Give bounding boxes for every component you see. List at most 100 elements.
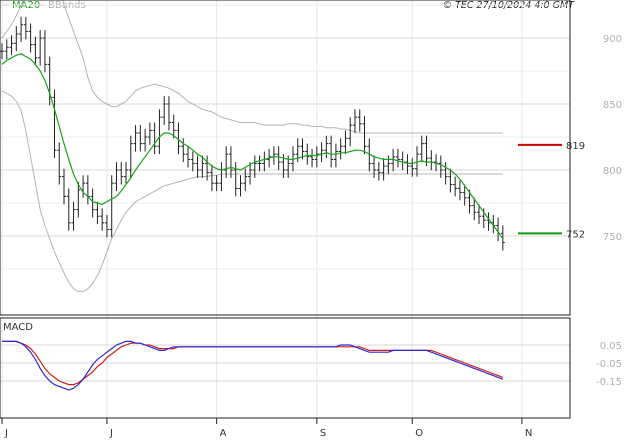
price-bar <box>124 162 129 185</box>
price-bar <box>362 115 367 155</box>
price-grid <box>0 0 570 418</box>
price-bar <box>205 155 210 181</box>
price-bar <box>71 201 76 231</box>
price-bar <box>109 175 114 238</box>
price-bar <box>462 184 467 206</box>
price-bar <box>143 129 148 152</box>
price-bar <box>171 114 176 139</box>
macd-y-tick-label: 0.05 <box>600 341 622 352</box>
price-bar <box>467 189 472 214</box>
price-y-tick-label: 750 <box>603 232 622 243</box>
price-bar <box>133 125 138 152</box>
price-bar <box>419 135 424 163</box>
price-bar <box>472 197 477 221</box>
price-bar <box>400 151 405 170</box>
price-bar <box>271 146 276 165</box>
price-bars <box>0 16 505 251</box>
price-bar <box>14 26 19 52</box>
price-bar <box>138 125 143 152</box>
x-tick-label: J <box>4 428 8 439</box>
price-bar <box>195 155 200 178</box>
price-bar <box>243 168 248 192</box>
price-bar <box>19 16 24 42</box>
price-bar <box>166 96 171 131</box>
price-bar <box>310 148 315 168</box>
price-bar <box>395 148 400 168</box>
price-bar <box>424 135 429 167</box>
price-bar <box>200 155 205 178</box>
resistance-level-label: 819 <box>566 141 585 152</box>
price-bar <box>119 162 124 185</box>
macd-y-tick-label: -0.05 <box>596 359 622 370</box>
price-bar <box>114 162 119 192</box>
price-bar <box>52 89 57 159</box>
price-bar <box>57 142 62 185</box>
support-level-label: 752 <box>566 229 585 240</box>
price-bar <box>42 30 47 73</box>
price-bar <box>228 146 233 178</box>
price-bar <box>233 162 238 197</box>
price-bar <box>157 109 162 155</box>
price-bar <box>300 138 305 160</box>
price-bar <box>319 142 324 163</box>
price-bar <box>357 109 362 132</box>
price-bar <box>248 162 253 185</box>
price-bar <box>410 158 415 177</box>
price-bar <box>66 188 71 231</box>
price-bar <box>391 148 396 172</box>
price-bar <box>38 30 43 66</box>
price-bar <box>128 135 133 178</box>
price-bar <box>190 151 195 172</box>
price-bar <box>457 180 462 201</box>
price-y-tick-label: 900 <box>603 34 622 45</box>
price-bar <box>453 176 458 197</box>
bollinger-bands <box>1 0 503 292</box>
price-bar <box>214 175 219 192</box>
price-bar <box>100 208 105 231</box>
bb-upper-line <box>1 0 503 134</box>
price-bar <box>257 155 262 172</box>
price-bar <box>76 181 81 218</box>
price-bar <box>219 162 224 192</box>
x-tick-label: O <box>415 428 423 439</box>
price-bar <box>276 146 281 170</box>
price-bar <box>23 16 28 40</box>
price-bar <box>33 36 38 66</box>
price-bar <box>477 204 481 225</box>
price-panel-frame <box>0 0 571 316</box>
price-y-tick-label: 800 <box>603 166 622 177</box>
price-bar <box>81 175 86 198</box>
price-bar <box>181 138 186 163</box>
price-bar <box>28 23 33 53</box>
price-bar <box>224 146 229 178</box>
ma20-line <box>1 53 504 239</box>
bb-lower-line <box>1 90 503 292</box>
price-bar <box>448 168 453 193</box>
price-bar <box>386 155 391 174</box>
price-bar <box>329 135 334 168</box>
price-bar <box>176 122 181 155</box>
price-bar <box>186 146 191 168</box>
price-bar <box>429 150 434 170</box>
price-bar <box>381 158 386 181</box>
macd-panel: MACD 0.05 -0.05 -0.15 <box>0 317 622 419</box>
macd-title: MACD <box>3 322 33 333</box>
price-bar <box>0 43 4 60</box>
price-bar <box>104 214 109 238</box>
price-bar <box>343 130 348 155</box>
price-bar <box>152 122 157 155</box>
price-bar <box>262 151 267 172</box>
price-bar <box>305 143 310 165</box>
price-bar <box>405 154 410 174</box>
price-bar <box>209 164 214 192</box>
price-bar <box>438 155 443 178</box>
x-tick-label: J <box>109 428 113 439</box>
macd-y-tick-label: -0.15 <box>596 377 622 388</box>
price-bar <box>95 201 100 225</box>
price-bar <box>352 109 357 134</box>
macd-y-axis: 0.05 -0.05 -0.15 <box>596 341 622 388</box>
price-bar <box>348 117 353 147</box>
price-bar <box>85 175 90 205</box>
